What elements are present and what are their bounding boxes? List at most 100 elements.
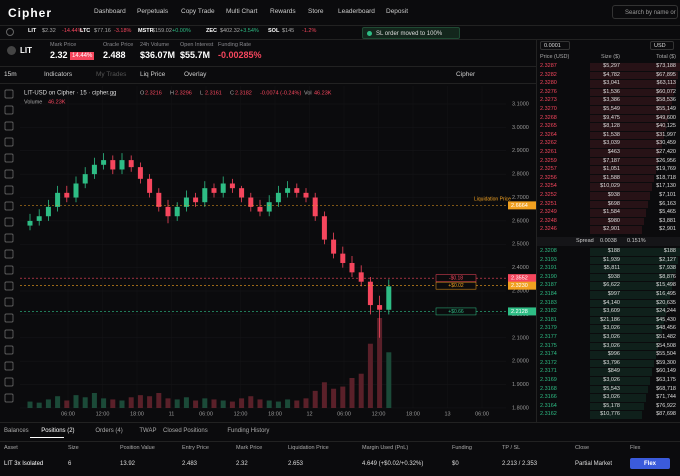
book-price[interactable]: 2.3257 (540, 166, 557, 173)
book-price[interactable]: 2.3270 (540, 106, 557, 112)
book-size: $3,026 (603, 334, 620, 340)
book-price[interactable]: 2.3190 (540, 273, 557, 280)
ticker-symbol[interactable]: ZEC (206, 28, 217, 34)
book-price[interactable]: 2.3183 (540, 299, 557, 306)
candle-body (303, 192, 309, 198)
ticker-symbol[interactable]: LIT (28, 28, 37, 34)
nav-item[interactable]: Copy Trade (181, 8, 215, 15)
book-price[interactable]: 2.3262 (540, 140, 557, 147)
book-price[interactable]: 2.3175 (540, 342, 557, 349)
book-price[interactable]: 2.3164 (540, 402, 557, 409)
tab[interactable]: Balances (4, 428, 29, 434)
book-price[interactable]: 2.3254 (540, 183, 557, 190)
book-row-bg (590, 248, 680, 256)
book-price[interactable]: 2.3187 (540, 282, 557, 289)
volume-bar (193, 400, 199, 408)
book-size: $6,622 (603, 282, 620, 289)
nav-item[interactable]: Dashboard (94, 8, 126, 15)
book-price[interactable]: 2.3252 (540, 192, 557, 198)
nav-item[interactable]: Deposit (386, 8, 409, 15)
select[interactable]: USD (650, 41, 674, 50)
search-box[interactable]: Search by name or (612, 5, 678, 19)
stat-value: -0.00285% (218, 50, 262, 60)
interval[interactable]: 15m (4, 71, 17, 78)
book-size: $1,939 (603, 256, 620, 263)
book-price[interactable]: 2.3246 (540, 226, 557, 233)
book-price[interactable]: 2.3259 (540, 157, 557, 164)
book-price[interactable]: 2.3171 (540, 368, 557, 375)
volume-bar (110, 399, 116, 408)
toolbar-button[interactable]: Liq Price (140, 71, 166, 78)
nav-item[interactable]: Multi Chart (226, 8, 258, 15)
book-price[interactable]: 2.3273 (540, 97, 557, 104)
book-price[interactable]: 2.3166 (540, 394, 557, 401)
price-badge: 2.3552 (511, 276, 528, 282)
book-price[interactable]: 2.3179 (540, 325, 557, 332)
market-icon (7, 46, 16, 55)
nav-item[interactable]: Rewards (270, 8, 296, 15)
nav-item[interactable]: Store (308, 8, 324, 15)
nav-item[interactable]: Perpetuals (137, 8, 169, 15)
book-price[interactable]: 2.3251 (540, 200, 557, 207)
book-price[interactable]: 2.3265 (540, 123, 557, 130)
stat-value: 2.488 (103, 50, 126, 60)
ticker-symbol[interactable]: LTC (80, 28, 91, 34)
book-price[interactable]: 2.3174 (540, 351, 557, 358)
candle-body (64, 192, 70, 198)
market-symbol[interactable]: LIT (20, 46, 32, 55)
table-cell[interactable]: Partial Market (575, 461, 613, 467)
book-price[interactable]: 2.3287 (540, 63, 557, 69)
book-price[interactable]: 2.3261 (540, 149, 557, 155)
book-total: $24,244 (656, 308, 676, 315)
book-price[interactable]: 2.3276 (540, 88, 557, 95)
tab[interactable]: Closed Positions (163, 428, 208, 434)
volume-bar (377, 318, 383, 408)
tool-icon (4, 233, 14, 243)
book-price[interactable]: 2.3268 (540, 114, 557, 121)
book-size: $3,026 (603, 377, 620, 383)
book-price[interactable]: 2.3182 (540, 308, 557, 315)
table-border (0, 441, 680, 442)
volume-bar (340, 386, 346, 408)
book-price[interactable]: 2.3256 (540, 174, 557, 181)
book-price[interactable]: 2.3191 (540, 265, 557, 272)
book-price[interactable]: 2.3208 (540, 248, 557, 254)
volume-bar (266, 400, 272, 408)
book-price[interactable]: 2.3162 (540, 411, 557, 418)
toolbar-button[interactable]: Overlay (184, 71, 207, 78)
tool-icon (4, 377, 14, 387)
book-price[interactable]: 2.3177 (540, 334, 557, 340)
book-price[interactable]: 2.3280 (540, 80, 557, 87)
select[interactable]: 0.0001 (540, 41, 570, 50)
source-select[interactable]: Cipher (456, 71, 476, 78)
book-price[interactable]: 2.3264 (540, 131, 557, 138)
tab[interactable]: Funding History (227, 428, 270, 434)
book-row-bg (590, 209, 646, 217)
book-total: $49,600 (656, 114, 676, 121)
nav-item[interactable]: Leaderboard (338, 8, 375, 15)
flex-button[interactable]: Flex (630, 458, 670, 469)
book-price[interactable]: 2.3169 (540, 377, 557, 383)
book-total: $20,635 (656, 299, 676, 306)
tab[interactable]: Positions (2) (41, 428, 75, 434)
book-price[interactable]: 2.3172 (540, 359, 557, 366)
ticker-symbol[interactable]: MSTR (138, 28, 154, 34)
book-row-bg (590, 183, 652, 191)
tab[interactable]: TWAP (139, 428, 157, 434)
book-total: $27,420 (656, 149, 676, 155)
book-size: $2,901 (603, 226, 620, 233)
ticker-symbol[interactable]: SOL (268, 28, 280, 34)
book-price[interactable]: 2.3249 (540, 209, 557, 216)
book-price[interactable]: 2.3168 (540, 385, 557, 392)
book-total: $17,130 (656, 183, 676, 190)
book-price[interactable]: 2.3248 (540, 217, 557, 224)
book-price[interactable]: 2.3193 (540, 256, 557, 263)
book-price[interactable]: 2.3184 (540, 291, 557, 297)
book-price[interactable]: 2.3181 (540, 316, 557, 323)
book-price[interactable]: 2.3282 (540, 71, 557, 78)
toolbar-button[interactable]: Indicators (44, 71, 73, 78)
stat-label: Mark Price (50, 42, 77, 48)
y-tick-label: 1.9000 (512, 382, 529, 388)
tab[interactable]: Orders (4) (95, 428, 123, 434)
toolbar-button[interactable]: My Trades (96, 71, 127, 78)
